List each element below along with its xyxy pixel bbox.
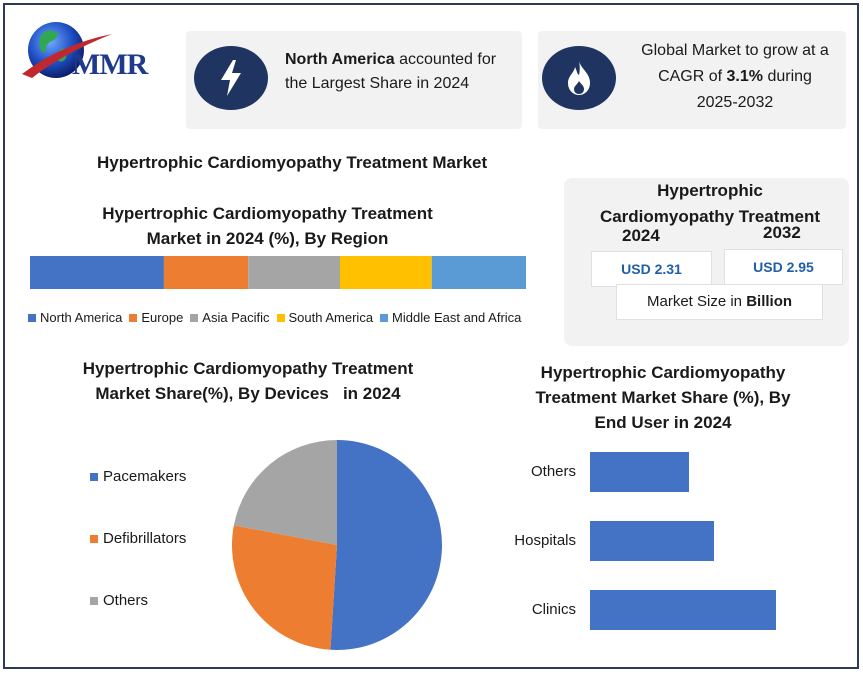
globe-icon	[22, 22, 112, 78]
legend-swatch	[90, 534, 98, 543]
region-legend-item: North America	[28, 310, 122, 325]
devices-legend-item: Defibrillators	[90, 530, 186, 547]
legend-swatch	[129, 313, 138, 322]
region-title-line2: Market in 2024 (%), By Region	[146, 229, 389, 248]
legend-label: Defibrillators	[103, 530, 187, 547]
region-bar-segment-3	[340, 256, 432, 289]
devices-title-line1: Hypertrophic Cardiomyopathy Treatment	[82, 359, 414, 378]
region-legend-item: Europe	[129, 310, 183, 325]
region-legend: North America Europe Asia Pacific South Ame…	[28, 310, 521, 325]
enduser-tick-label: Others	[530, 463, 576, 480]
legend-label: Pacemakers	[103, 468, 187, 485]
value-2024: USD 2.31	[591, 251, 712, 287]
pie-slice-2	[233, 440, 337, 545]
unit-prefix: Market Size in	[646, 293, 747, 310]
cagr-line1: Global Market to grow at a	[641, 42, 829, 59]
size-title-line2: Cardiomyopathy Treatment	[599, 207, 821, 226]
logo-text: MMR	[72, 48, 148, 81]
enduser-bar	[590, 452, 690, 492]
enduser-bar	[590, 590, 776, 630]
legend-swatch	[90, 596, 98, 605]
mmr-logo: MMR	[14, 18, 179, 88]
info-text-line2: the Largest Share in 2024	[285, 75, 470, 92]
info-text-rest: accounted for	[394, 51, 497, 68]
pie-slice-0	[330, 440, 443, 650]
legend-swatch	[190, 313, 199, 322]
devices-legend-item: Others	[90, 592, 148, 609]
cagr-line3: 2025-2032	[696, 94, 774, 111]
info-text-region: North America accounted for the Largest …	[285, 48, 515, 96]
cagr-line2a: CAGR of	[658, 68, 727, 85]
legend-swatch	[380, 313, 389, 322]
market-size-title: Hypertrophic Cardiomyopathy Treatment	[590, 178, 830, 230]
enduser-title-line1: Hypertrophic Cardiomyopathy	[540, 363, 786, 382]
market-size-unit: Market Size in Billion	[616, 284, 823, 320]
legend-swatch	[276, 313, 285, 322]
legend-label: Asia Pacific	[202, 310, 270, 325]
region-stacked-bar	[30, 256, 526, 289]
value-2032: USD 2.95	[724, 249, 843, 285]
enduser-chart-title: Hypertrophic Cardiomyopathy Treatment Ma…	[518, 360, 808, 435]
devices-chart-title: Hypertrophic Cardiomyopathy Treatment Ma…	[48, 356, 448, 406]
year-2024-label: 2024	[622, 226, 660, 245]
cagr-value: 3.1%	[726, 68, 763, 85]
legend-label: Middle East and Africa	[392, 310, 522, 325]
legend-swatch	[28, 313, 36, 322]
region-legend-item: South America	[276, 310, 374, 325]
info-bold-region: North America	[285, 51, 395, 68]
devices-legend-item: Pacemakers	[90, 468, 186, 485]
region-bar-segment-4	[431, 256, 526, 289]
legend-label: North America	[40, 310, 123, 325]
flame-icon	[542, 46, 616, 110]
devices-title-line2: Market Share(%), By Devices in 2024	[95, 384, 401, 403]
info-cagr-text: Global Market to grow at a CAGR of 3.1% …	[628, 38, 842, 116]
infographic-frame	[3, 3, 859, 669]
devices-pie-chart	[232, 440, 443, 650]
year-2032-label: 2032	[763, 223, 801, 242]
legend-label: South America	[288, 310, 374, 325]
enduser-title-line2: Treatment Market Share (%), By	[535, 388, 791, 407]
lightning-bolt-icon	[194, 46, 268, 110]
region-bar-segment-0	[30, 256, 164, 289]
page-title: Hypertrophic Cardiomyopathy Treatment Ma…	[97, 153, 488, 172]
region-bar-segment-2	[248, 256, 340, 289]
enduser-bar	[590, 521, 714, 561]
legend-swatch	[90, 472, 98, 481]
region-chart-title: Hypertrophic Cardiomyopathy Treatment Ma…	[60, 201, 475, 251]
legend-label: Europe	[141, 310, 184, 325]
cagr-line2c: during	[763, 68, 812, 85]
region-title-line1: Hypertrophic Cardiomyopathy Treatment	[102, 204, 433, 223]
size-title-line1: Hypertrophic	[657, 181, 763, 200]
region-legend-item: Middle East and Africa	[380, 310, 521, 325]
unit-bold: Billion	[746, 293, 793, 310]
legend-label: Others	[103, 592, 149, 609]
enduser-tick-label: Hospitals	[514, 532, 576, 549]
region-legend-item: Asia Pacific	[190, 310, 270, 325]
enduser-title-line3: End User in 2024	[594, 413, 732, 432]
pie-slice-1	[232, 525, 337, 650]
region-bar-segment-1	[163, 256, 249, 289]
enduser-tick-label: Clinics	[531, 601, 576, 618]
